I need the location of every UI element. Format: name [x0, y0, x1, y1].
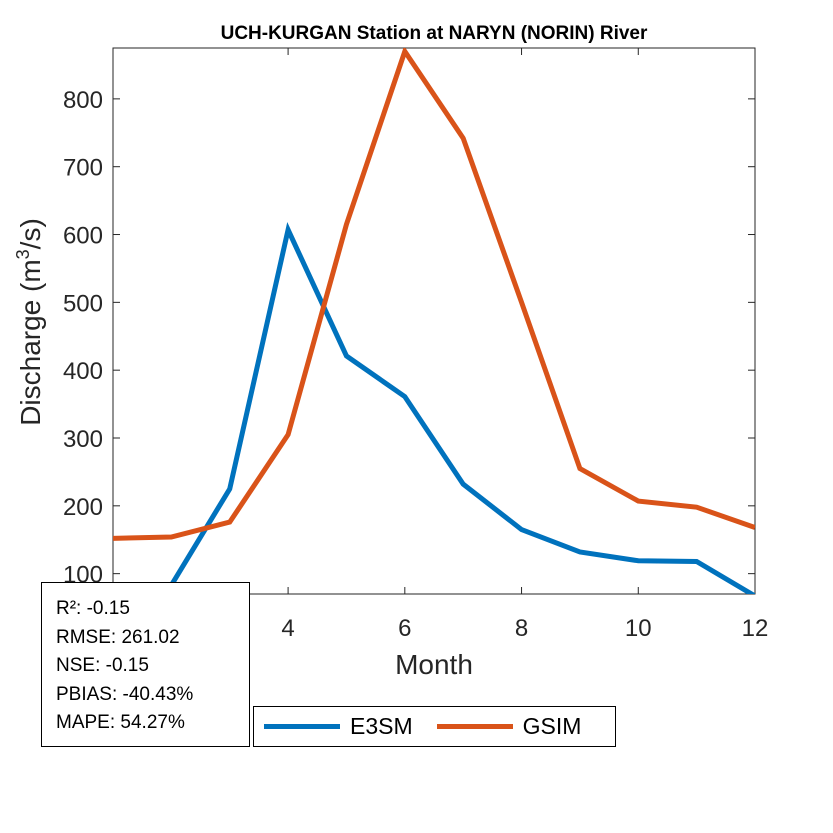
y-axis-label-superscript: 3: [13, 249, 33, 259]
y-tick-label-300: 300: [63, 426, 103, 453]
legend-label-gsim: GSIM: [522, 713, 582, 739]
legend-label-e3sm: E3SM: [350, 713, 413, 739]
stat-r2: R²: -0.15: [56, 598, 130, 619]
legend-item-e3sm: E3SM: [254, 713, 413, 740]
x-tick-label-12: 12: [742, 615, 769, 642]
y-tick-label-400: 400: [63, 358, 103, 385]
x-tick-label-8: 8: [515, 615, 528, 642]
x-tick-label-4: 4: [281, 615, 294, 642]
y-axis-label: Discharge (m3/s): [13, 218, 46, 426]
plot-frame: [112, 47, 756, 595]
y-tick-label-700: 700: [63, 155, 103, 182]
series-layer: [113, 48, 755, 594]
stat-nse: NSE: -0.15: [56, 655, 149, 676]
x-tick-label-10: 10: [625, 615, 652, 642]
x-axis-label: Month: [395, 649, 473, 680]
legend-swatch-e3sm: [264, 724, 340, 729]
stat-mape: MAPE: 54.27%: [56, 712, 185, 733]
legend-item-gsim: GSIM: [427, 713, 582, 740]
chart-title: UCH-KURGAN Station at NARYN (NORIN) Rive…: [221, 23, 648, 44]
legend-swatch-gsim: [436, 724, 513, 729]
stats-box: R²: -0.15 RMSE: 261.02 NSE: -0.15 PBIAS:…: [41, 582, 250, 747]
stat-pbias: PBIAS: -40.43%: [56, 683, 194, 705]
legend: E3SM GSIM: [253, 706, 616, 747]
y-tick-label-800: 800: [63, 87, 103, 114]
plot-area: [112, 47, 756, 595]
x-tick-label-6: 6: [398, 615, 411, 642]
x-axis-ticks: 4 6 8 10 12: [281, 48, 768, 642]
series-line-gsim: [113, 48, 755, 541]
y-tick-label-600: 600: [63, 223, 103, 250]
stat-rmse: RMSE: 261.02: [56, 626, 180, 648]
y-tick-label-200: 200: [63, 494, 103, 521]
y-tick-label-500: 500: [63, 290, 103, 317]
series-line-e3sm: [136, 222, 755, 594]
